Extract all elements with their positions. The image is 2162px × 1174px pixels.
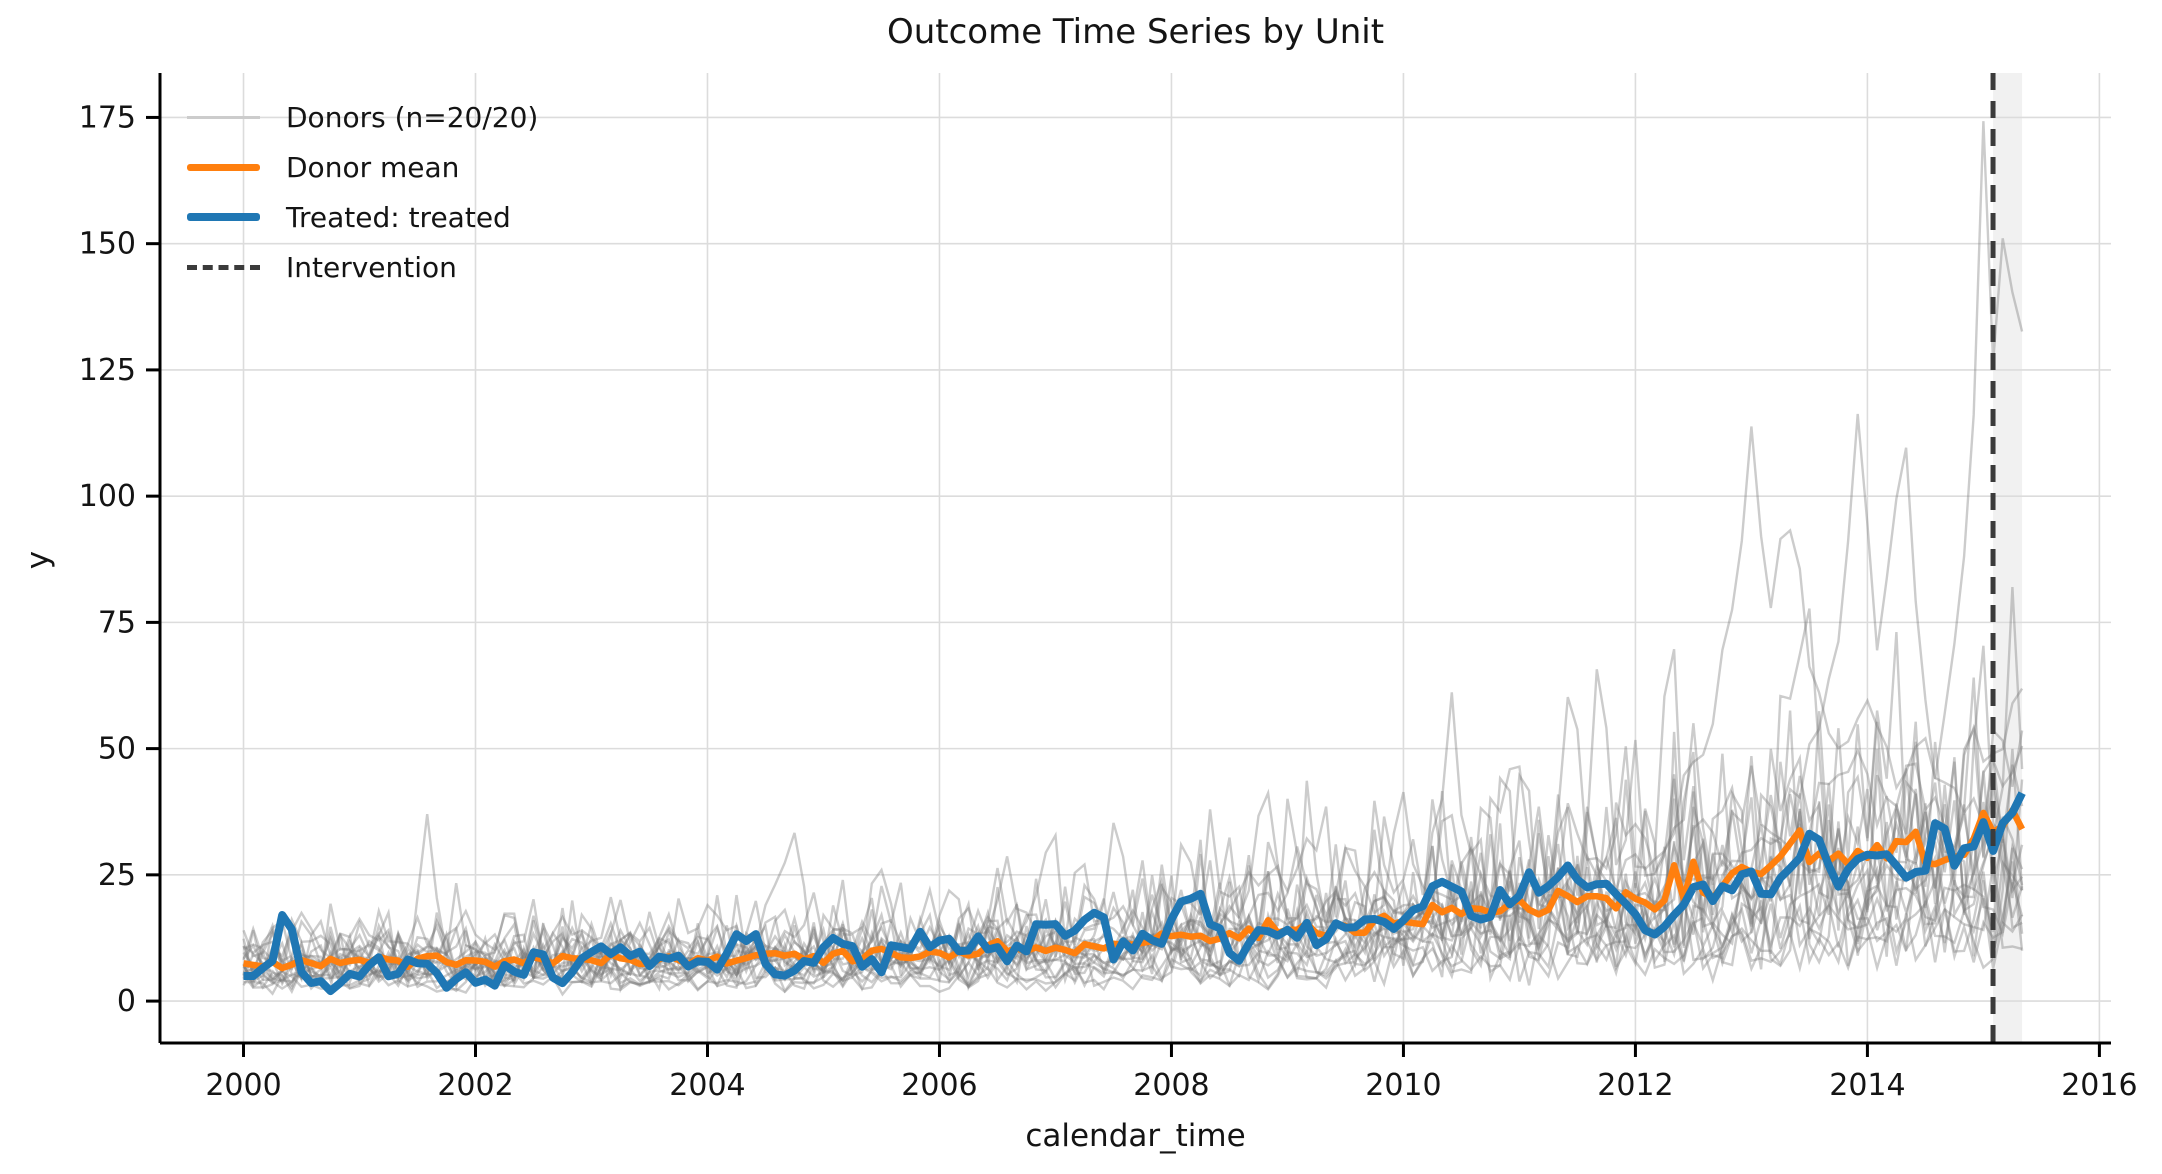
y-tick-label: 25 (98, 858, 136, 893)
donor-line-5 (242, 757, 2024, 988)
x-tick-label: 2012 (1597, 1068, 1673, 1103)
donor-line-18 (243, 748, 2024, 997)
legend-label-treated: Treated: treated (286, 200, 511, 234)
donor-line-1 (243, 861, 2024, 994)
post-period-band (1993, 73, 2023, 1043)
donor-line-12 (242, 825, 2024, 992)
x-tick-label: 2014 (1829, 1068, 1905, 1103)
treated-line (243, 791, 2026, 996)
donor-line-17 (243, 669, 2024, 981)
donor-line-15 (242, 855, 2023, 991)
donor-line-19 (242, 426, 2024, 988)
x-tick-label: 2002 (437, 1068, 513, 1103)
donor-line-11 (242, 696, 2024, 992)
donor-line-8 (242, 632, 2024, 970)
y-tick-label: 75 (98, 605, 136, 640)
x-tick-label: 2016 (2061, 1068, 2137, 1103)
legend: Donors (n=20/20) Donor mean Treated: tre… (187, 92, 538, 292)
x-tick-label: 2010 (1365, 1068, 1441, 1103)
legend-label-donor-mean: Donor mean (286, 150, 460, 184)
y-axis-label: y (20, 550, 56, 570)
donor-line-4 (243, 803, 2024, 985)
legend-item-donors: Donors (n=20/20) (187, 92, 538, 142)
donor-mean-line-sample (187, 163, 260, 171)
x-axis-label: calendar_time (1025, 1118, 1246, 1154)
y-tick-label: 0 (117, 984, 136, 1019)
legend-item-donor-mean: Donor mean (187, 142, 538, 192)
intervention-line-sample (187, 264, 260, 270)
legend-label-intervention: Intervention (286, 250, 457, 284)
donor-line-6 (242, 608, 2024, 982)
legend-label-donors: Donors (n=20/20) (286, 100, 539, 134)
legend-item-treated: Treated: treated (187, 192, 538, 242)
donor-lines (242, 121, 2024, 997)
y-tick-label: 125 (79, 353, 136, 388)
donor-line-sample (187, 115, 260, 119)
y-tick-label: 50 (98, 732, 136, 767)
donor-line-9 (242, 809, 2024, 994)
x-tick-label: 2008 (1133, 1068, 1209, 1103)
donor-line-2 (242, 847, 2024, 990)
y-tick-label: 175 (79, 100, 136, 135)
x-tick-label: 2004 (669, 1068, 745, 1103)
y-tick-label: 150 (79, 227, 136, 262)
legend-item-intervention: Intervention (187, 242, 538, 292)
chart-title: Outcome Time Series by Unit (886, 12, 1385, 52)
x-tick-label: 2000 (205, 1068, 281, 1103)
donor-line-16 (242, 784, 2024, 985)
treated-line-sample (187, 213, 260, 221)
x-tick-label: 2006 (901, 1068, 977, 1103)
y-tick-label: 100 (79, 479, 136, 514)
